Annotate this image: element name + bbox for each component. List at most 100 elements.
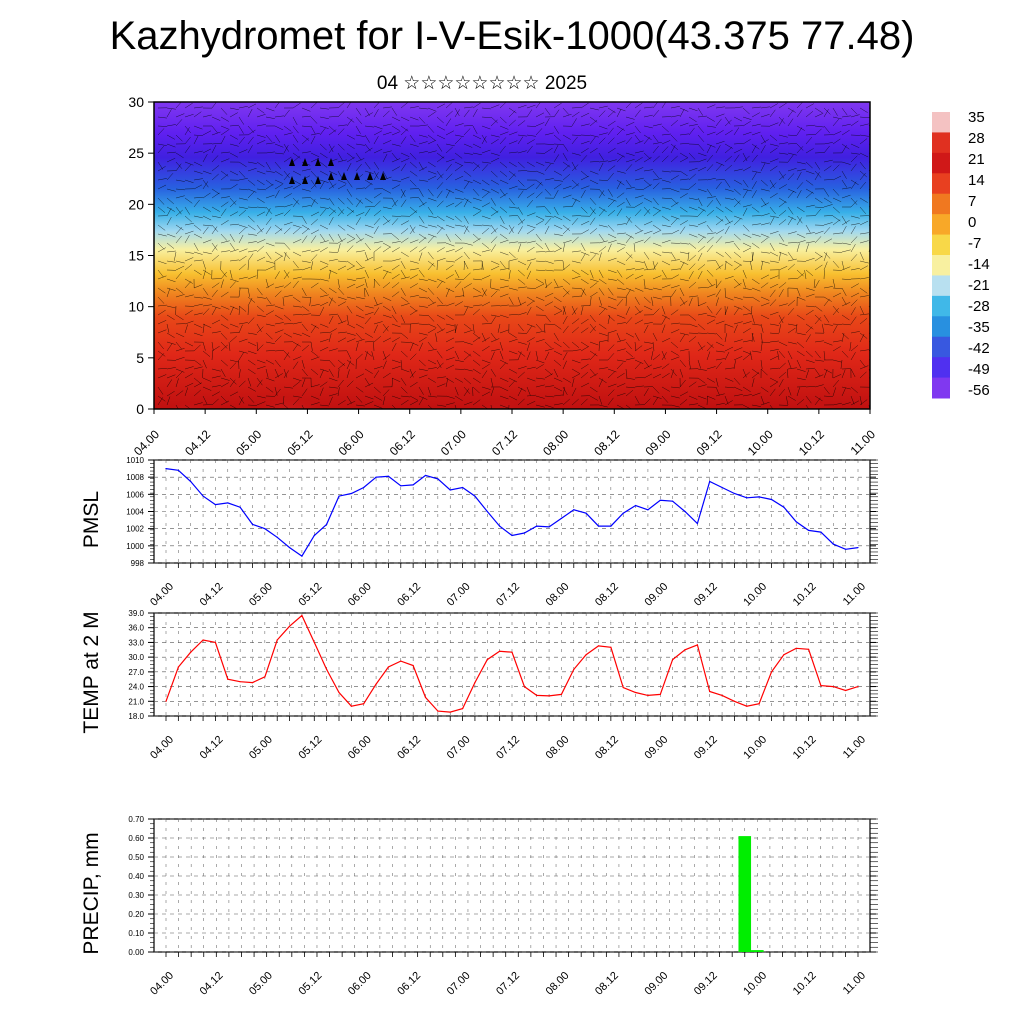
wind-barb [157, 353, 165, 361]
wind-barb [544, 188, 552, 196]
wind-barb [391, 323, 401, 328]
wind-barb [634, 125, 641, 134]
wind-barb [355, 395, 363, 403]
wind-barb [418, 166, 428, 172]
wind-barb [769, 377, 779, 383]
wind-barb [409, 370, 416, 379]
wind-barb [301, 228, 310, 235]
wind-barb [391, 377, 401, 383]
wind-barb [391, 131, 401, 136]
wind-barb [355, 314, 365, 319]
wind-barb [409, 305, 418, 312]
wind-barb [499, 350, 504, 360]
wind-barb [220, 196, 230, 199]
wind-barb [517, 296, 522, 306]
wind-barb [211, 375, 221, 379]
wind-barb [508, 395, 518, 401]
wind-barb [499, 137, 507, 145]
wind-barb [679, 108, 685, 118]
wind-barb [202, 270, 206, 280]
wind-barb [607, 110, 615, 118]
colorbar-swatch [932, 275, 950, 297]
colorbar-swatch [932, 173, 950, 195]
wind-barb [292, 314, 302, 316]
wind-barb [229, 306, 234, 316]
wind-barb [220, 125, 230, 130]
data-point [857, 546, 859, 549]
wind-barb [508, 368, 518, 374]
wind-barb [598, 209, 606, 217]
wind-barb [589, 314, 596, 323]
data-point [845, 689, 847, 692]
data-point [585, 654, 587, 656]
wind-barb [472, 399, 481, 406]
wind-barb [607, 243, 612, 253]
wind-barb [598, 252, 602, 262]
wind-barb [733, 251, 742, 258]
wind-barb [553, 260, 563, 262]
wind-barb [526, 386, 531, 396]
wind-barb [749, 261, 753, 271]
wind-barb [832, 346, 841, 352]
wind-barb [337, 296, 347, 300]
wind-barb [481, 323, 491, 325]
wind-barb [823, 252, 828, 262]
wind-barb [553, 310, 563, 316]
wind-barb [652, 206, 662, 212]
colorbar-label: 14 [968, 172, 985, 189]
wind-barb [571, 359, 581, 364]
wind-barb [346, 350, 352, 360]
wind-barb [859, 265, 869, 271]
data-point [610, 525, 612, 527]
wind-barb [265, 142, 275, 145]
wind-barb [760, 161, 770, 165]
wind-barb [247, 161, 257, 164]
wind-barb [796, 182, 804, 190]
wind-barb [175, 371, 183, 379]
wind-barb [247, 145, 253, 154]
wind-barb [265, 278, 269, 288]
wind-barb [643, 322, 653, 325]
wind-barb [715, 307, 722, 316]
wind-barb [283, 332, 293, 338]
wind-barb [175, 294, 185, 298]
wind-barb [760, 188, 770, 192]
wind-barb [382, 150, 392, 154]
wind-barb [778, 252, 781, 262]
wind-barb [643, 296, 651, 304]
wind-barb [535, 278, 544, 284]
wind-barb [598, 278, 607, 285]
wind-barb [499, 278, 509, 282]
wind-barb [553, 125, 559, 134]
wind-barb [706, 319, 716, 325]
wind-barb [247, 359, 256, 366]
wind-barb [859, 232, 869, 235]
wind-barb [796, 240, 806, 244]
colorbar-swatch [932, 132, 950, 154]
wind-barb [544, 341, 552, 349]
wind-barb [391, 233, 400, 240]
wind-barb [544, 278, 548, 288]
wind-barb [643, 398, 651, 406]
wind-barb [634, 395, 640, 405]
wind-barb [247, 241, 257, 244]
wind-barb [166, 367, 176, 370]
wind-barb [571, 134, 581, 136]
wind-barb [427, 161, 436, 168]
wind-barb [337, 159, 347, 163]
y-tick-label: 1004 [126, 508, 144, 517]
wind-barb [661, 224, 671, 228]
wind-barb [454, 377, 463, 383]
wind-barb [184, 294, 194, 298]
wind-barb [364, 350, 373, 357]
wind-barb [796, 161, 806, 165]
wind-barb [832, 323, 842, 325]
wind-barb [832, 232, 842, 235]
wind-barb [508, 170, 517, 177]
wind-barb [715, 264, 724, 271]
wind-barb [445, 102, 453, 109]
wind-barb [346, 102, 352, 109]
wind-barb [805, 136, 813, 145]
wind-barb [706, 209, 715, 217]
wind-barb [562, 152, 568, 161]
